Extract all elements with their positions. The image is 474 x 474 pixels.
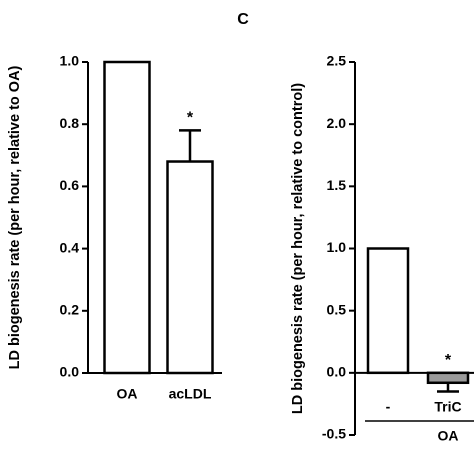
y-tick-label: 0.0 bbox=[327, 364, 347, 380]
y-tick-label: 2.0 bbox=[327, 115, 347, 131]
bar bbox=[166, 160, 214, 375]
significance: * bbox=[445, 352, 452, 369]
y-tick-label: 0.6 bbox=[60, 177, 80, 193]
bar bbox=[366, 247, 410, 375]
group-label: OA bbox=[438, 428, 459, 444]
x-tick-label: acLDL bbox=[169, 386, 212, 402]
x-tick-label: OA bbox=[117, 386, 138, 402]
y-axis-label: LD biogenesis rate (per hour, relative t… bbox=[290, 83, 306, 414]
x-tick-label: TriC bbox=[434, 399, 461, 415]
y-tick-label: 1.0 bbox=[60, 53, 80, 69]
x-tick-label: - bbox=[386, 399, 391, 415]
panel-label: C bbox=[237, 11, 249, 28]
y-tick-label: -0.5 bbox=[322, 426, 346, 442]
y-tick-label: 0.4 bbox=[60, 239, 80, 255]
bar bbox=[103, 60, 151, 375]
y-axis-label: LD biogenesis rate (per hour, relative t… bbox=[7, 65, 23, 369]
y-tick-label: 1.0 bbox=[327, 239, 347, 255]
y-tick-label: 0.5 bbox=[327, 301, 347, 317]
y-tick-label: 0.2 bbox=[60, 302, 80, 318]
bar bbox=[426, 371, 470, 385]
y-tick-label: 0.8 bbox=[60, 115, 80, 131]
y-tick-label: 1.5 bbox=[327, 177, 347, 193]
y-tick-label: 0.0 bbox=[60, 364, 80, 380]
y-tick-label: 2.5 bbox=[327, 53, 347, 69]
significance: * bbox=[187, 110, 194, 127]
